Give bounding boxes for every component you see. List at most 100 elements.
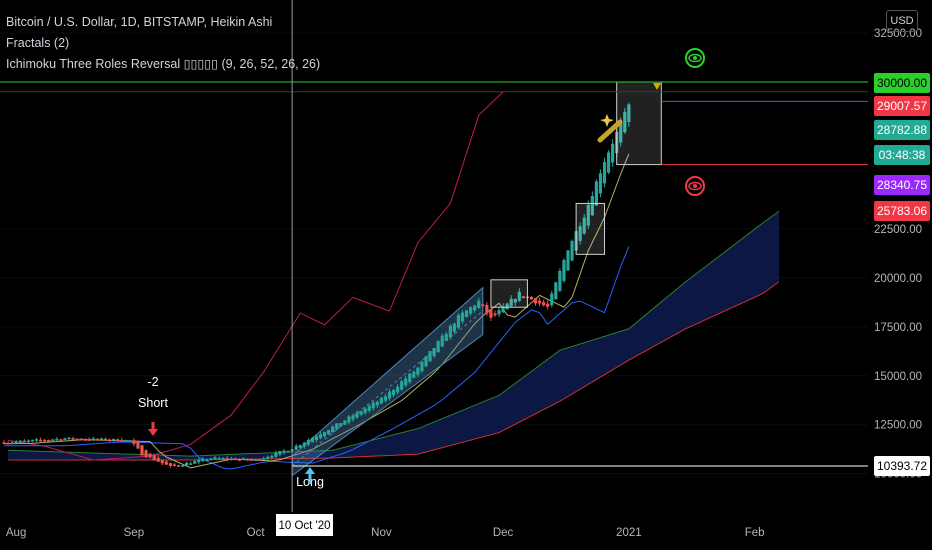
candle-body-152 bbox=[619, 121, 623, 143]
candle-body-133 bbox=[542, 302, 546, 306]
candle-body-136 bbox=[554, 282, 558, 300]
candle-body-95 bbox=[387, 391, 392, 399]
candle-body-41 bbox=[168, 463, 172, 466]
price-tick-1: 22500.00 bbox=[874, 224, 922, 236]
indicator-ichimoku[interactable]: Ichimoku Three Roles Reversal ▯▯▯▯▯ (9, … bbox=[6, 57, 321, 71]
range-box-0[interactable] bbox=[490, 279, 528, 308]
candle-body-54 bbox=[221, 458, 225, 460]
price-badge-4 bbox=[874, 175, 930, 195]
crosshair-date-label: 10 Oct '20 bbox=[276, 514, 333, 536]
short-count-label: -2 bbox=[147, 375, 158, 389]
candle-body-61 bbox=[249, 459, 254, 461]
time-tick-2: Oct bbox=[247, 527, 266, 539]
time-tick-0: Aug bbox=[6, 527, 26, 539]
candle-body-14 bbox=[59, 439, 63, 441]
candle-body-16 bbox=[67, 437, 71, 440]
candle-body-32 bbox=[132, 440, 136, 444]
candle-body-130 bbox=[529, 296, 534, 300]
candle-body-147 bbox=[598, 173, 603, 194]
eye-buy-icon-lid bbox=[688, 53, 702, 63]
candle-body-113 bbox=[460, 312, 465, 322]
candle-body-109 bbox=[444, 333, 448, 342]
candle-body-1 bbox=[6, 443, 10, 445]
candle-body-25 bbox=[103, 438, 108, 441]
candle-body-15 bbox=[63, 438, 67, 440]
candle-body-84 bbox=[343, 420, 347, 425]
candle-body-24 bbox=[99, 438, 104, 440]
candle-body-22 bbox=[91, 438, 95, 440]
candle-body-145 bbox=[590, 196, 594, 216]
candle-body-110 bbox=[448, 325, 452, 338]
candle-body-78 bbox=[318, 434, 323, 439]
candle-body-34 bbox=[140, 445, 144, 456]
candle-body-137 bbox=[558, 270, 562, 291]
candle-body-92 bbox=[375, 401, 379, 406]
price-badge-text-4: 28340.75 bbox=[877, 178, 927, 192]
short-label: Short bbox=[138, 396, 168, 410]
price-axis[interactable]: 32500.0022500.0020000.0017500.0015000.00… bbox=[874, 28, 922, 481]
candle-body-118 bbox=[481, 304, 485, 306]
candle-body-79 bbox=[322, 432, 327, 437]
crosshair-date-box bbox=[276, 514, 333, 536]
candle-body-52 bbox=[213, 457, 217, 460]
candle-body-67 bbox=[274, 452, 278, 457]
candle-body-143 bbox=[582, 217, 586, 234]
signal-marks: -2 Short Long bbox=[138, 48, 705, 489]
candle-body-50 bbox=[205, 459, 209, 462]
candle-body-121 bbox=[493, 313, 497, 316]
long-arrow-shaft bbox=[308, 474, 312, 484]
candle-body-132 bbox=[538, 300, 542, 304]
candle-body-63 bbox=[258, 459, 262, 461]
short-arrow-shaft bbox=[151, 422, 155, 430]
candle-body-111 bbox=[452, 323, 456, 332]
range-boxes[interactable] bbox=[490, 81, 662, 308]
senkou-span-a bbox=[8, 210, 780, 457]
range-box-1[interactable] bbox=[575, 202, 606, 255]
candle-body-149 bbox=[606, 152, 611, 173]
candle-body-2 bbox=[10, 442, 14, 445]
sparkle-icon bbox=[600, 114, 614, 127]
candle-body-28 bbox=[116, 439, 120, 442]
candle-body-17 bbox=[71, 438, 75, 440]
candle-body-48 bbox=[197, 459, 201, 463]
candle-body-88 bbox=[359, 411, 363, 415]
kijun-sen bbox=[4, 246, 630, 470]
candle-body-19 bbox=[79, 438, 83, 441]
candle-body-89 bbox=[363, 408, 367, 414]
candle-body-96 bbox=[391, 389, 396, 396]
candle-body-135 bbox=[550, 293, 554, 306]
eye-buy-icon-pupil bbox=[693, 56, 697, 60]
candle-body-94 bbox=[383, 396, 388, 401]
candle-body-0 bbox=[2, 442, 6, 444]
candle-body-45 bbox=[185, 462, 189, 466]
horizontal-levels[interactable] bbox=[0, 0, 868, 512]
candle-body-103 bbox=[420, 361, 424, 372]
symbol-title[interactable]: Bitcoin / U.S. Dollar, 1D, BITSTAMP, Hei… bbox=[6, 15, 273, 29]
candle-body-154 bbox=[627, 104, 631, 123]
candle-body-112 bbox=[456, 315, 461, 328]
candle-body-9 bbox=[38, 439, 43, 442]
candle-body-20 bbox=[83, 439, 87, 441]
candle-body-3 bbox=[14, 441, 18, 444]
candle-body-33 bbox=[136, 442, 140, 449]
time-axis[interactable]: Aug Sep Oct Nov Dec 2021 Feb bbox=[6, 527, 765, 539]
candle-body-55 bbox=[225, 458, 229, 460]
candle-body-68 bbox=[278, 450, 282, 455]
price-tick-4: 15000.00 bbox=[874, 371, 922, 383]
price-tick-3: 17500.00 bbox=[874, 322, 922, 334]
candle-body-108 bbox=[440, 335, 444, 347]
crosshair-date-text: 10 Oct '20 bbox=[278, 520, 330, 532]
time-tick-5: 2021 bbox=[616, 527, 642, 539]
price-badge-text-5: 25783.06 bbox=[877, 204, 927, 218]
price-badge-text-1: 29007.57 bbox=[877, 99, 927, 113]
candle-body-117 bbox=[477, 300, 481, 308]
currency-button[interactable]: USD bbox=[886, 10, 918, 32]
candle-body-29 bbox=[120, 440, 124, 442]
indicator-fractals[interactable]: Fractals (2) bbox=[6, 36, 70, 50]
candle-body-10 bbox=[43, 439, 47, 442]
candle-body-43 bbox=[176, 465, 181, 467]
range-box-2[interactable] bbox=[616, 81, 662, 166]
candle-body-42 bbox=[172, 464, 177, 466]
